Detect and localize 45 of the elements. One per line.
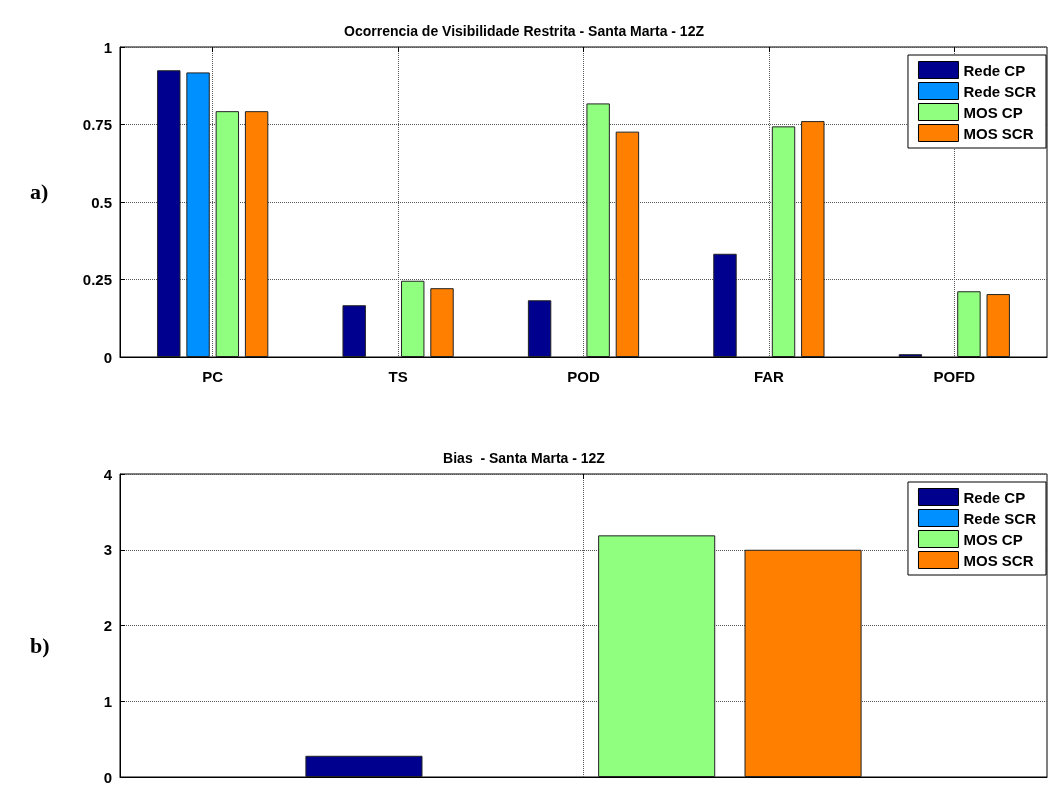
bar xyxy=(598,535,716,777)
bar xyxy=(305,755,423,777)
legend-label: Rede SCR xyxy=(963,509,1037,527)
bar xyxy=(586,103,610,357)
bar xyxy=(342,305,366,357)
bar xyxy=(801,121,825,357)
x-tick-label: FAR xyxy=(753,368,785,385)
legend-label: MOS CP xyxy=(963,530,1023,548)
text: a) xyxy=(30,178,49,204)
bar xyxy=(986,294,1010,357)
bar xyxy=(957,291,981,357)
bar xyxy=(615,131,640,357)
y-tick-label: 0 xyxy=(103,348,112,366)
legend-label: Rede CP xyxy=(963,61,1026,79)
bar xyxy=(186,72,210,357)
bar xyxy=(401,280,425,357)
legend-label: MOS SCR xyxy=(963,124,1034,142)
y-tick-label: 0.75 xyxy=(82,116,112,133)
bar xyxy=(771,126,796,357)
text: b) xyxy=(30,632,50,658)
y-tick-label: 3 xyxy=(103,541,112,559)
y-tick-label: 4 xyxy=(103,465,113,483)
legend-label: MOS CP xyxy=(963,103,1023,121)
y-tick-label: 0 xyxy=(103,768,112,786)
bar xyxy=(215,111,240,357)
y-tick-label: 1 xyxy=(103,38,112,56)
x-tick-label: POFD xyxy=(933,368,976,385)
legend-label: Rede SCR xyxy=(963,82,1037,100)
x-tick-label: TS xyxy=(388,368,408,385)
bar xyxy=(430,288,454,357)
legend-label: Rede CP xyxy=(963,488,1026,506)
y-tick-label: 0.25 xyxy=(82,271,112,288)
chart-title: Bias - Santa Marta - 12Z xyxy=(443,450,606,466)
y-tick-label: 1 xyxy=(103,692,112,710)
chart-title: Ocorrencia de Visibilidade Restrita - Santa Marta - 12Z xyxy=(344,23,705,39)
legend-label: MOS SCR xyxy=(963,551,1034,569)
y-tick-label: 0.5 xyxy=(91,193,112,211)
x-tick-label: PC xyxy=(202,368,224,385)
bar xyxy=(157,70,181,357)
bar xyxy=(744,549,862,777)
bar xyxy=(527,300,552,357)
bar xyxy=(244,111,269,357)
x-tick-label: POD xyxy=(567,368,600,385)
bar xyxy=(713,253,737,357)
y-tick-label: 2 xyxy=(103,617,112,634)
